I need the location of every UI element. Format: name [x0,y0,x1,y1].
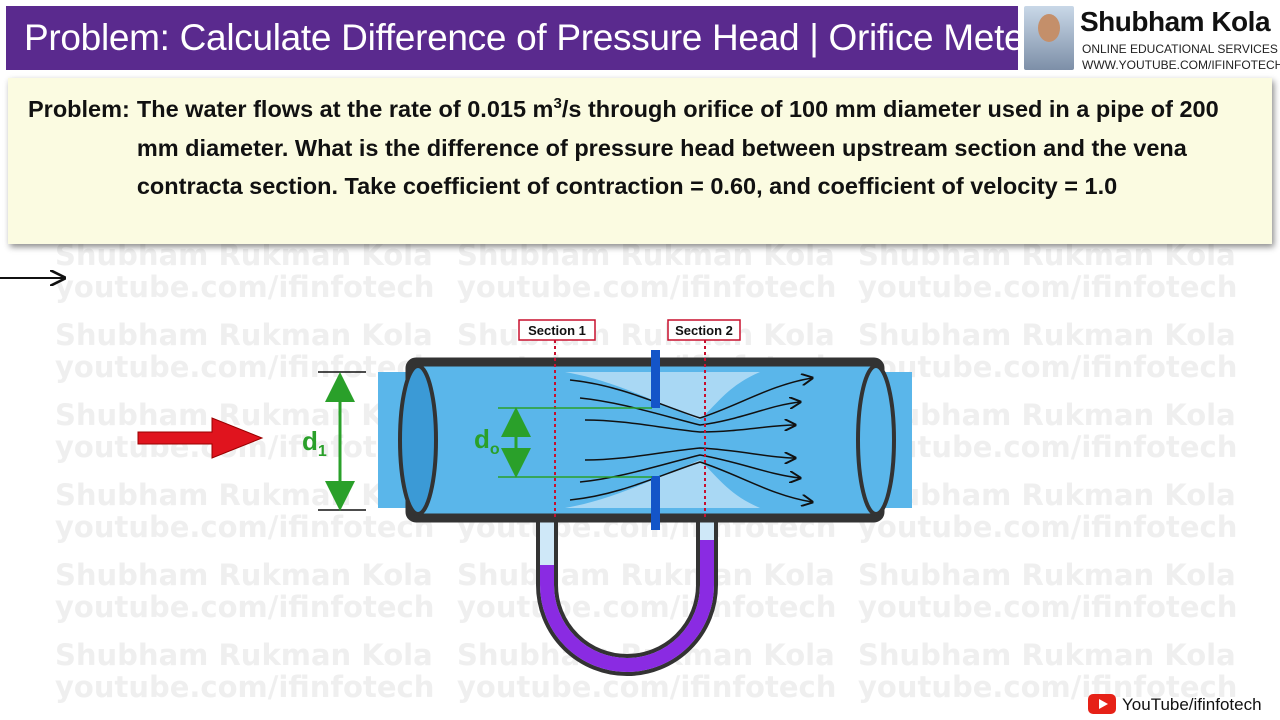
youtube-footer: YouTube/ifinfotech [1088,694,1262,715]
watermark-name: Shubham Rukman Kola [55,638,433,672]
watermark-url: youtube.com/ifinfotech [858,510,1237,544]
header-title: Problem: Calculate Difference of Pressur… [6,6,1037,70]
watermark-url: youtube.com/ifinfotech [858,350,1237,384]
orifice-plate-bottom [651,476,660,530]
watermark-name: Shubham Rukman Kola [858,558,1236,592]
problem-text-before: The water flows at the rate of 0.015 m [136,96,554,122]
d0-subscript: o [490,441,500,458]
problem-text: The water flows at the rate of 0.015 m3/… [137,90,1254,244]
vena-contracta [565,372,760,508]
d1-text: d [302,426,318,456]
youtube-text: YouTube/ifinfotech [1122,695,1262,714]
problem-label: Problem: [28,96,130,122]
section-label: Section 2 [675,323,733,338]
watermark-url: youtube.com/ifinfotech [55,670,434,704]
watermark-name: Shubham Rukman Kola [55,478,433,512]
watermark-name: Shubham Rukman Kola [55,558,433,592]
brand-photo [1024,6,1074,70]
d0-label: do [474,424,500,458]
problem-text-after: /s through orifice of 100 mm diameter us… [136,96,1219,199]
watermark-url: youtube.com/ifinfotech [55,270,434,304]
watermark-name: Shubham Rukman Kola [55,318,433,352]
section-box [518,319,596,341]
problem-box: Problem: The water flows at the rate of … [8,78,1272,244]
watermark-url: youtube.com/ifinfotech [55,590,434,624]
manometer-fluid [540,540,714,672]
brand: Shubham Kola ONLINE EDUCATIONAL SERVICES… [1022,4,1280,72]
watermark-name: Shubham Rukman Kola [858,318,1236,352]
watermark-name: Shubham Rukman Kola [55,398,433,432]
watermark-url: youtube.com/ifinfotech [457,670,836,704]
pipe-end-right [856,364,896,516]
watermark-url: youtube.com/ifinfotech [457,590,836,624]
watermark-url: youtube.com/ifinfotech [858,430,1237,464]
watermark-name: Shubham Rukman Kola [858,638,1236,672]
d0-text: d [474,424,490,454]
d1-label: d1 [302,426,327,460]
watermark-url: youtube.com/ifinfotech [457,270,836,304]
watermark-name: Shubham Rukman Kola [457,558,835,592]
orifice-plate-top [651,350,660,408]
brand-subtitle: ONLINE EDUCATIONAL SERVICES [1082,42,1278,56]
watermark-url: youtube.com/ifinfotech [55,510,434,544]
d1-subscript: 1 [318,443,327,460]
section-label: Section 1 [528,323,586,338]
streamlines [569,378,812,502]
watermark-name: Shubham Rukman Kola [858,398,1236,432]
watermark-name: Shubham Rukman Kola [858,478,1236,512]
section-box [667,319,741,341]
inflow-arrow [137,417,264,459]
watermark-url: youtube.com/ifinfotech [55,350,434,384]
youtube-icon [1088,694,1116,714]
pipe-end-left [398,364,438,516]
watermark-url: youtube.com/ifinfotech [858,590,1237,624]
problem-superscript: 3 [553,95,562,113]
watermark-url: youtube.com/ifinfotech [858,670,1237,704]
brand-name: Shubham Kola [1080,6,1271,37]
watermark-url: youtube.com/ifinfotech [858,270,1237,304]
brand-url: WWW.YOUTUBE.COM/IFINFOTECH [1082,58,1280,72]
